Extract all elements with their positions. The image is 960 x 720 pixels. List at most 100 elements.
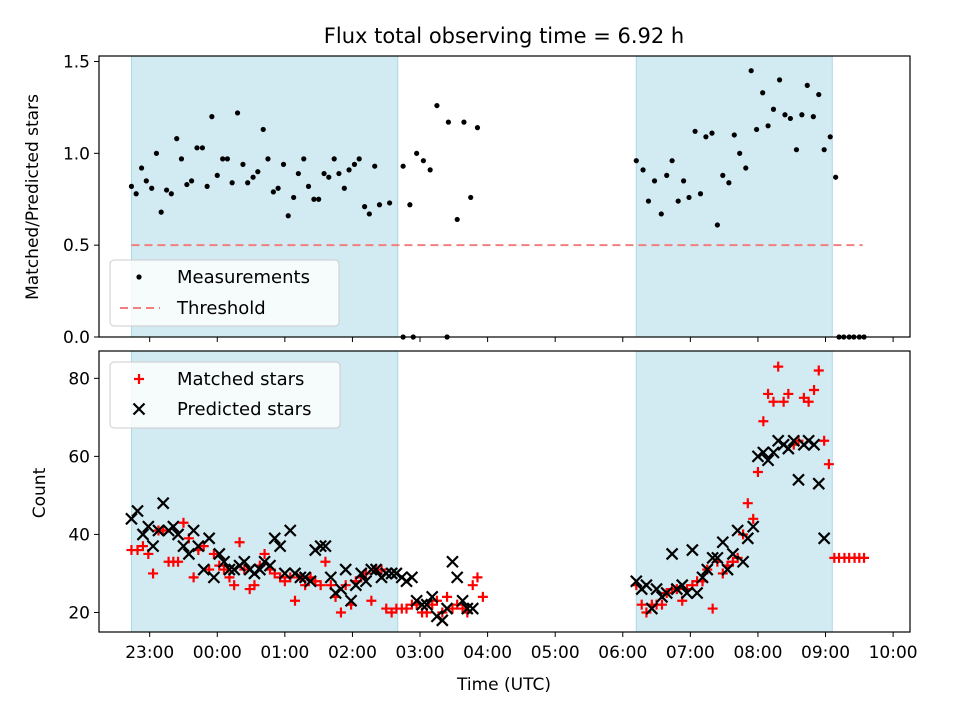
matched-star-point (137, 541, 148, 552)
predicted-star-point (660, 586, 673, 600)
predicted-star-point (304, 574, 317, 588)
measurement-point (341, 185, 347, 191)
y-tick-label: 0.0 (63, 328, 90, 348)
y-tick-label: 20 (68, 603, 90, 623)
predicted-star-point (716, 535, 730, 549)
measurement-point (194, 145, 200, 151)
matched-star-point (234, 537, 245, 548)
measurement-point (692, 128, 698, 134)
predicted-star-point (238, 555, 251, 569)
predicted-star-point (690, 586, 704, 600)
predicted-star-point (731, 524, 744, 537)
matched-star-point (208, 548, 219, 559)
predicted-star-point (324, 571, 338, 584)
measurement-point (799, 112, 805, 118)
matched-star-point (178, 517, 189, 528)
predicted-star-point (354, 567, 368, 580)
measurement-point (765, 123, 771, 129)
measurement-point (209, 114, 215, 120)
matched-star-point (335, 607, 346, 618)
measurement-point (240, 161, 246, 167)
legend-marker-matched (134, 374, 144, 384)
shaded-span (635, 55, 833, 338)
legend-label-measurements: Measurements (177, 267, 310, 288)
y-tick-label: 0.5 (63, 236, 90, 256)
measurement-point (787, 115, 793, 122)
legend-marker-measurements (136, 274, 142, 280)
predicted-star-point (223, 563, 236, 576)
predicted-star-point (253, 563, 267, 576)
matched-star-point (859, 552, 870, 563)
x-tick-label: 03:00 (396, 643, 445, 663)
matched-star-point (768, 396, 779, 407)
predicted-star-point (192, 539, 205, 553)
measurement-point (748, 68, 754, 74)
matched-star-point (752, 466, 763, 477)
predicted-star-point (640, 578, 653, 592)
measurement-point (280, 161, 287, 167)
y-tick-label: 1.0 (63, 144, 90, 164)
measurement-point (760, 90, 766, 96)
measurement-point (301, 156, 307, 162)
measurement-point (149, 185, 155, 191)
measurement-point (234, 110, 241, 116)
predicted-star-point (792, 473, 805, 487)
measurement-point (128, 183, 135, 189)
matched-star-point (742, 498, 753, 509)
predicted-star-point (782, 442, 795, 455)
predicted-star-point (359, 574, 373, 588)
predicted-star-point (379, 567, 393, 580)
predicted-star-point (425, 590, 439, 604)
predicted-star-point (450, 571, 464, 584)
legend-box (109, 259, 340, 327)
predicted-star-point (278, 567, 292, 580)
measurement-point (770, 106, 777, 112)
predicted-star-point (171, 528, 185, 541)
matched-star-point (366, 595, 377, 606)
measurement-point (776, 77, 783, 83)
measurement-point (633, 158, 639, 164)
top-legend: Measurements Threshold (109, 259, 340, 327)
matched-star-point (783, 388, 794, 399)
measurement-point (143, 178, 149, 184)
measurement-point (407, 202, 413, 208)
measurement-point (311, 196, 317, 202)
matched-star-point (467, 580, 478, 591)
measurement-point (827, 134, 833, 140)
y-tick-label: 80 (68, 369, 90, 389)
matched-star-point (758, 416, 769, 427)
predicted-star-point (461, 602, 474, 615)
measurement-point (753, 126, 760, 133)
measurement-point (158, 209, 164, 215)
legend-box (109, 361, 341, 429)
measurement-point (461, 119, 467, 125)
measurement-point (214, 172, 220, 178)
top-plot: 0.0 0.5 1.0 1.5 Measurements Threshold (63, 53, 911, 348)
measurement-point (427, 167, 433, 173)
measurement-point (362, 204, 368, 210)
matched-star-point (381, 603, 392, 614)
predicted-star-point (314, 539, 327, 553)
x-tick-label: 08:00 (733, 643, 782, 663)
predicted-star-point (182, 547, 196, 561)
predicted-star-point (187, 524, 200, 537)
predicted-star-point (167, 520, 180, 533)
measurement-point (366, 211, 372, 217)
predicted-star-point (650, 582, 663, 596)
measurement-point (229, 180, 235, 186)
measurement-point (255, 169, 261, 175)
predicted-star-point (726, 547, 740, 561)
x-tick-label: 10:00 (869, 643, 918, 663)
predicted-star-point (213, 547, 226, 561)
measurement-point (709, 130, 715, 136)
predicted-star-point (344, 594, 358, 608)
measurement-point (153, 150, 160, 156)
predicted-star-point (369, 563, 383, 576)
x-tick-label: 05:00 (531, 643, 580, 663)
predicted-star-point (125, 512, 138, 526)
measurement-point (305, 183, 312, 189)
measurement-point (737, 150, 743, 156)
predicted-star-point (152, 524, 165, 537)
y-tick-label: 1.5 (63, 53, 90, 73)
